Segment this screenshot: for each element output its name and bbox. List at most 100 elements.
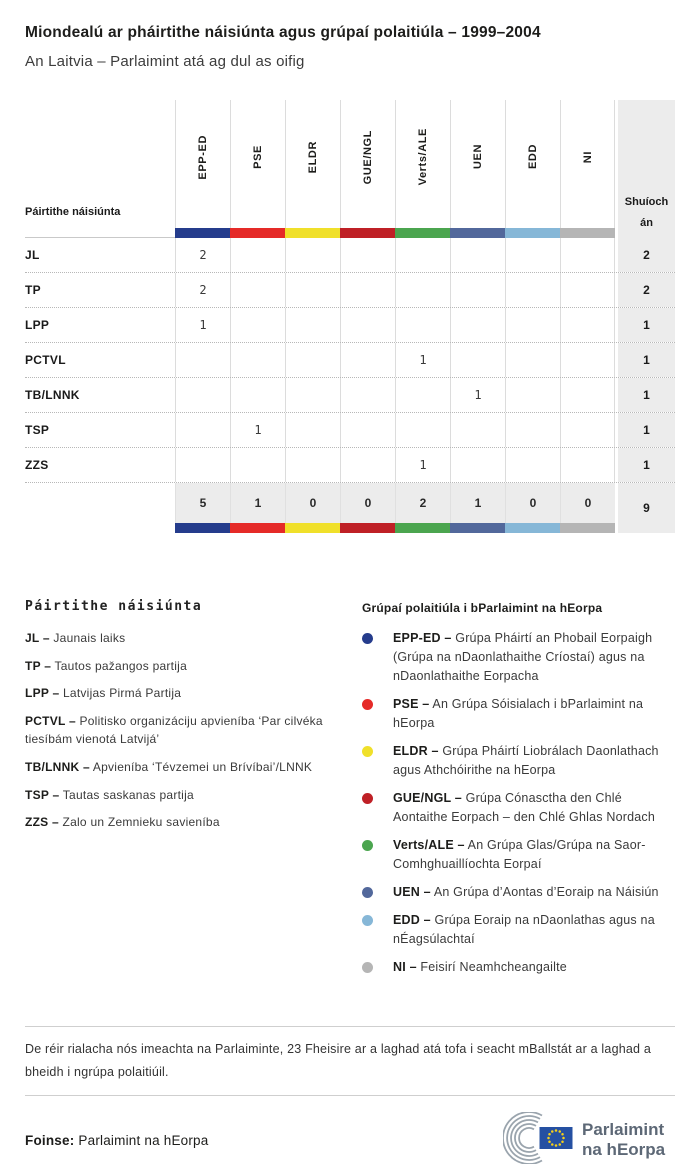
party-legend-item: ZZS – Zalo un Zemnieku savieníba: [25, 813, 353, 832]
group-total-value: 0: [285, 483, 340, 523]
group-legend-desc: An Grúpa Glas/Grúpa na Saor-Comhghuaillí…: [393, 838, 646, 871]
group-total-cell: 0: [505, 483, 560, 533]
column-header-label: EDD: [527, 144, 539, 170]
seat-cell: [285, 308, 340, 342]
group-color-bar: [505, 228, 561, 238]
party-legend-desc: Jaunais laiks: [53, 631, 126, 645]
party-total-seats: 1: [618, 448, 675, 482]
group-legend-abbr: EPP-ED –: [393, 631, 452, 645]
group-color-dot: [362, 915, 373, 926]
infographic-page: Miondealú ar pháirtithe náisiúnta agus g…: [0, 24, 700, 1175]
footer: Foinse: Parlaimint na hEorpa: [25, 1105, 675, 1175]
group-color-dot: [362, 840, 373, 851]
group-legend-text: EPP-ED – Grúpa Pháirtí an Phobail Eorpai…: [393, 629, 675, 686]
seat-cell: [560, 273, 615, 307]
seat-cell: [175, 378, 230, 412]
seat-cell: [340, 413, 395, 447]
party-total-seats: 2: [618, 238, 675, 272]
group-legend-item: PSE – An Grúpa Sóisialach i bParlaimint …: [362, 695, 675, 733]
party-legend-desc: Tautas saskanas partija: [62, 787, 194, 802]
column-header-gue-ngl: GUE/NGL: [340, 100, 396, 238]
seat-cell: [560, 308, 615, 342]
column-header-labelwrap: EPP-ED: [176, 100, 230, 214]
seat-cell: [395, 273, 450, 307]
seat-cell: [505, 238, 560, 272]
table-row: ZZS 1 1: [25, 448, 675, 483]
column-header-labelwrap: NI: [561, 100, 614, 214]
group-legend-text: UEN – An Grúpa d’Aontas d’Eoraip na Náis…: [393, 883, 675, 902]
page-title: Miondealú ar pháirtithe náisiúnta agus g…: [25, 24, 541, 41]
group-legend-desc: An Grúpa Sóisialach i bParlaimint na hEo…: [393, 697, 644, 730]
group-legend-item: Verts/ALE – An Grúpa Glas/Grúpa na Saor-…: [362, 836, 675, 874]
group-color-bar: [395, 228, 451, 238]
group-color-bar: [230, 228, 286, 238]
seat-cell: [505, 378, 560, 412]
party-legend-desc: Apvieníba ‘Tévzemei un Brívíbai’/LNNK: [92, 759, 313, 774]
column-header-label: PSE: [252, 145, 264, 169]
party-total-seats: 1: [618, 308, 675, 342]
group-legend-text: PSE – An Grúpa Sóisialach i bParlaimint …: [393, 695, 675, 733]
group-color-dot: [362, 633, 373, 644]
group-color-bar: [395, 523, 450, 533]
group-legend-text: Verts/ALE – An Grúpa Glas/Grúpa na Saor-…: [393, 836, 675, 874]
group-total-cell: 1: [230, 483, 285, 533]
group-legend-abbr: UEN –: [393, 885, 431, 899]
column-header-labelwrap: Verts/ALE: [396, 100, 450, 214]
seat-cell: [230, 308, 285, 342]
party-label: LPP: [25, 318, 50, 332]
column-header-label: EPP-ED: [197, 134, 209, 180]
party-legend-item: TSP – Tautas saskanas partija: [25, 786, 353, 805]
table-row: LPP 1 1: [25, 308, 675, 343]
ep-logo-graphic: Parlaimint na hEorpa: [502, 1110, 666, 1165]
divider-bottom: [25, 1095, 675, 1097]
seat-cell: 1: [395, 343, 450, 377]
group-total-value: 0: [560, 483, 615, 523]
seat-cell: [230, 343, 285, 377]
column-header-pse: PSE: [230, 100, 286, 238]
group-total-value: 1: [230, 483, 285, 523]
group-color-dot: [362, 887, 373, 898]
party-label: TP: [25, 283, 41, 297]
party-legend-desc: Politisko organizáciju apvieníba ‘Par ci…: [25, 713, 323, 747]
group-legend-item: UEN – An Grúpa d’Aontas d’Eoraip na Náis…: [362, 883, 675, 902]
group-legend-items: EPP-ED – Grúpa Pháirtí an Phobail Eorpai…: [362, 629, 675, 977]
group-color-dot: [362, 793, 373, 804]
group-legend-item: GUE/NGL – Grúpa Cónasctha den Chlé Aonta…: [362, 789, 675, 827]
seat-cell: [340, 343, 395, 377]
table-body: JL 2 2 TP 2 2 LPP 1 1 PCTVL 1 1 TB/LNNK 1 1 TSP 1 1 ZZS 1 1: [25, 238, 675, 483]
group-legend-abbr: Verts/ALE –: [393, 838, 465, 852]
column-header-eldr: ELDR: [285, 100, 341, 238]
party-legend-abbr: PCTVL –: [25, 713, 76, 728]
seat-cell: [450, 413, 505, 447]
seat-cell: 1: [450, 378, 505, 412]
group-legend-abbr: EDD –: [393, 913, 431, 927]
party-legend-abbr: JL –: [25, 631, 50, 645]
group-legend-title: Grúpaí polaitiúla i bParlaimint na hEorp…: [362, 601, 603, 615]
seat-cell: [450, 343, 505, 377]
seat-cell: 1: [395, 448, 450, 482]
group-color-bar: [285, 228, 341, 238]
seat-cell: 1: [230, 413, 285, 447]
seat-cell: [285, 343, 340, 377]
seat-cell: [285, 378, 340, 412]
seat-cell: [450, 308, 505, 342]
group-color-bar: [450, 228, 506, 238]
seat-cell: [340, 273, 395, 307]
seat-cell: [560, 413, 615, 447]
group-legend-abbr: GUE/NGL –: [393, 791, 462, 805]
group-legend-desc: Grúpa Pháirtí Liobrálach Daonlathach agu…: [393, 744, 659, 777]
group-color-bar: [230, 523, 285, 533]
group-total-cell: 0: [285, 483, 340, 533]
table-row: TB/LNNK 1 1: [25, 378, 675, 413]
group-legend-desc: Grúpa Cónasctha den Chlé Aontaithe Eorpa…: [393, 791, 656, 824]
group-color-bar: [175, 523, 230, 533]
party-label: TSP: [25, 423, 50, 437]
seat-cell: [285, 448, 340, 482]
seats-column-header: Shuíochán: [618, 100, 675, 238]
group-color-bar: [505, 523, 560, 533]
seat-cell: [505, 413, 560, 447]
party-legend-abbr: ZZS –: [25, 815, 59, 830]
ep-logo: Parlaimint na hEorpa: [502, 1110, 675, 1169]
group-color-bar: [175, 228, 231, 238]
seat-cell: [175, 343, 230, 377]
